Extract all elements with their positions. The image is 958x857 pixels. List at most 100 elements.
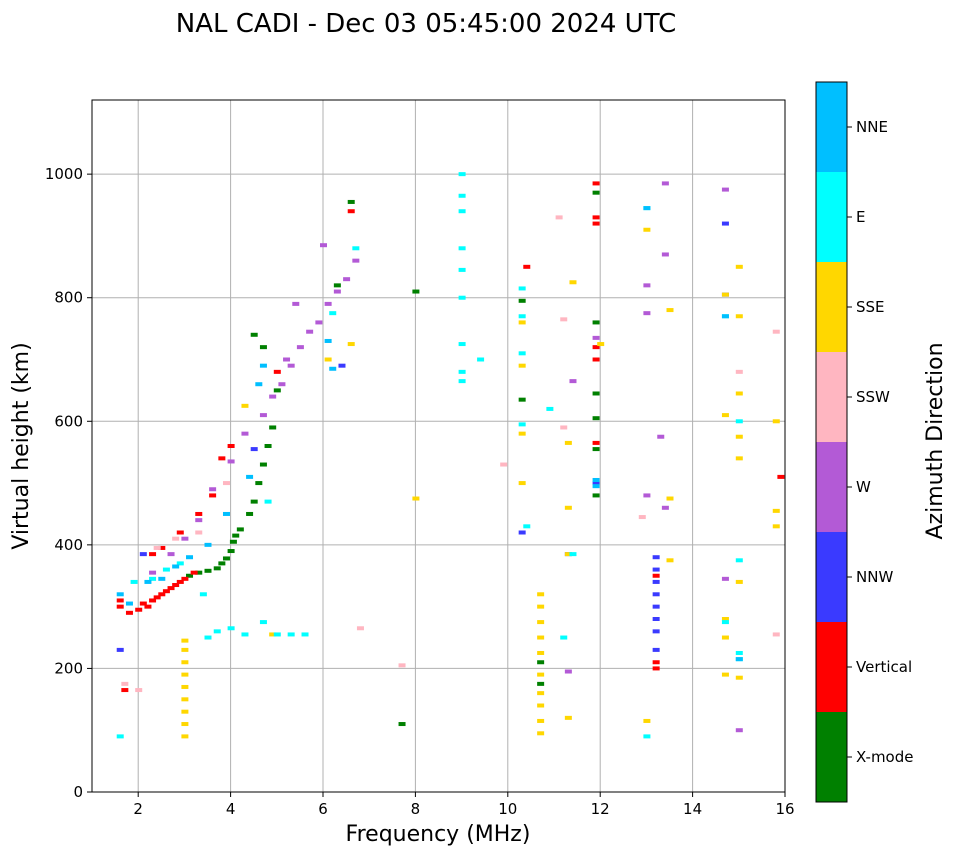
colorbar-tick-label: E bbox=[856, 208, 865, 226]
data-point bbox=[222, 481, 230, 486]
data-point bbox=[777, 474, 785, 479]
data-point bbox=[643, 311, 651, 316]
data-point bbox=[356, 626, 364, 631]
chart-title: NAL CADI - Dec 03 05:45:00 2024 UTC bbox=[176, 9, 676, 39]
data-point bbox=[181, 576, 189, 581]
data-point bbox=[250, 447, 258, 452]
data-point bbox=[181, 536, 189, 541]
x-tick-label: 2 bbox=[133, 800, 143, 818]
colorbar: X-mode Vertical NNW W SSW SSE E NNE bbox=[815, 81, 913, 803]
data-point bbox=[241, 431, 249, 436]
data-point bbox=[661, 181, 669, 186]
data-point bbox=[130, 579, 138, 584]
data-point bbox=[721, 221, 729, 226]
data-point bbox=[172, 564, 180, 569]
data-point bbox=[213, 566, 221, 571]
x-axis-ticks: 2 4 6 8 10 12 14 16 bbox=[133, 792, 795, 818]
data-point bbox=[523, 524, 531, 529]
data-point bbox=[347, 199, 355, 204]
data-point bbox=[269, 632, 277, 637]
series-vertical bbox=[116, 181, 785, 693]
data-point bbox=[144, 604, 152, 609]
y-tick-label: 800 bbox=[54, 289, 83, 307]
data-point bbox=[721, 635, 729, 640]
colorbar-tick-label: W bbox=[856, 478, 871, 496]
x-tick-label: 8 bbox=[411, 800, 421, 818]
data-point bbox=[592, 440, 600, 445]
data-point bbox=[204, 635, 212, 640]
data-point bbox=[772, 524, 780, 529]
data-point bbox=[149, 570, 157, 575]
data-point bbox=[227, 549, 235, 554]
data-point bbox=[162, 589, 170, 594]
data-point bbox=[592, 181, 600, 186]
x-tick-label: 4 bbox=[226, 800, 236, 818]
data-point bbox=[458, 379, 466, 384]
data-point bbox=[735, 675, 743, 680]
data-point bbox=[518, 363, 526, 368]
data-point bbox=[287, 632, 295, 637]
data-point bbox=[227, 459, 235, 464]
series-nne bbox=[116, 206, 743, 662]
data-point bbox=[721, 413, 729, 418]
data-point bbox=[172, 583, 180, 588]
colorbar-segment bbox=[816, 712, 847, 802]
data-point bbox=[172, 536, 180, 541]
data-point bbox=[721, 617, 729, 621]
data-point bbox=[412, 289, 420, 294]
data-point bbox=[324, 301, 332, 306]
data-point bbox=[181, 709, 189, 714]
data-point bbox=[735, 579, 743, 584]
data-point bbox=[227, 444, 235, 448]
data-point bbox=[412, 496, 420, 501]
data-point bbox=[518, 397, 526, 402]
data-point bbox=[125, 601, 133, 606]
data-point bbox=[458, 172, 466, 177]
data-point bbox=[259, 363, 267, 368]
series-nnw bbox=[116, 221, 729, 652]
data-point bbox=[236, 527, 244, 532]
data-point bbox=[652, 617, 660, 621]
data-point bbox=[204, 542, 212, 547]
data-point bbox=[158, 545, 166, 550]
data-point bbox=[458, 209, 466, 214]
colorbar-tick-label: NNW bbox=[856, 568, 893, 586]
data-point bbox=[209, 487, 217, 492]
data-point bbox=[144, 579, 152, 584]
y-tick-label: 400 bbox=[54, 536, 83, 554]
data-point bbox=[735, 456, 743, 461]
data-point bbox=[199, 592, 207, 597]
data-point bbox=[329, 311, 337, 316]
data-point bbox=[666, 496, 674, 501]
data-point bbox=[232, 533, 240, 538]
data-point bbox=[458, 246, 466, 251]
data-point bbox=[735, 369, 743, 374]
data-point bbox=[125, 610, 133, 615]
data-point bbox=[537, 718, 545, 723]
data-point bbox=[250, 499, 258, 504]
data-point bbox=[458, 193, 466, 198]
data-point bbox=[343, 277, 351, 282]
data-point bbox=[190, 570, 198, 575]
data-point bbox=[592, 320, 600, 325]
data-point bbox=[666, 308, 674, 313]
colorbar-segment bbox=[816, 532, 847, 622]
data-point bbox=[229, 539, 237, 544]
data-point bbox=[218, 561, 226, 566]
data-point bbox=[181, 722, 189, 727]
data-point bbox=[661, 505, 669, 510]
plot-frame bbox=[91, 99, 786, 793]
data-points bbox=[116, 172, 785, 739]
data-point bbox=[255, 382, 263, 387]
data-point bbox=[116, 598, 124, 603]
data-point bbox=[209, 493, 217, 498]
data-point bbox=[518, 530, 526, 535]
data-point bbox=[772, 632, 780, 637]
data-point bbox=[222, 511, 230, 516]
data-point bbox=[560, 317, 568, 322]
data-point bbox=[181, 672, 189, 677]
data-point bbox=[458, 295, 466, 300]
data-point bbox=[592, 345, 600, 350]
data-point bbox=[139, 552, 147, 557]
data-point bbox=[537, 635, 545, 640]
